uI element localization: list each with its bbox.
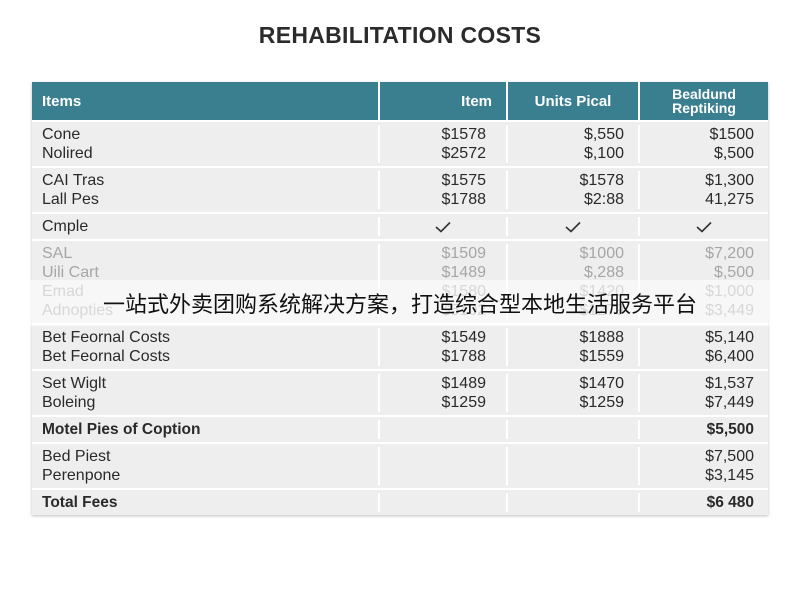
row-value: $5,500 [706,420,754,438]
check-icon [640,217,768,236]
header-last-line1: Bealdund [672,86,736,102]
header-last: Bealdund Reptiking [640,82,768,120]
row-value: $2:88 [508,190,640,209]
page-title: REHABILITATION COSTS [258,22,542,48]
row-value: $1559 [508,347,640,366]
row-value: $1489 [380,263,508,282]
row-label: Bet Feornal Costs [32,347,380,366]
row-value: $7,449 [705,393,754,411]
row-group: CAI Tras $1575 $1578 $1,300 Lall Pes $1788 $2:… [32,166,768,212]
row-group: Cone $1578 $,550 $1500 Nolired $2572 $,100 $,50… [32,120,768,166]
row-label: Lall Pes [32,190,380,209]
row-label: CAI Tras [32,171,380,190]
row-value [508,466,640,485]
table-row: Lall Pes $1788 $2:88 41,275 [32,190,768,209]
table-row: Bed Piest $7,500 [32,447,768,466]
row-value: $1259 [380,393,508,412]
overlay-banner: 一站式外卖团购系统解决方案，打造综合型本地生活服务平台 [0,280,800,326]
row-value: $1888 [508,328,640,347]
table-row: Bet Feornal Costs $1549 $1888 $5,140 [32,328,768,347]
row-group: Set Wiglt $1489 $1470 $1,537 Boleing $1259 $12… [32,369,768,415]
row-value: $1549 [380,328,508,347]
row-label: Bet Feornal Costs [32,328,380,347]
row-value: $6 480 [706,493,754,511]
header-items: Items [32,82,380,120]
row-label: Cmple [32,217,380,236]
row-value: $7,200 [705,244,754,262]
table-row: SAL $1509 $1000 $7,200 [32,244,768,263]
table-row: Perenpone $3,145 [32,466,768,485]
table-row: CAI Tras $1575 $1578 $1,300 [32,171,768,190]
row-label: Nolired [32,144,380,163]
row-value: $1788 [380,190,508,209]
row-group: Motel Pies of Coption $5,500 [32,415,768,442]
header-last-line2: Reptiking [672,100,736,116]
row-value [380,420,508,439]
row-value: $1578 [380,125,508,144]
table-row: Bet Feornal Costs $1788 $1559 $6,400 [32,347,768,366]
row-value: $1489 [380,374,508,393]
check-icon [508,217,640,236]
row-value: $1788 [380,347,508,366]
table-row: Set Wiglt $1489 $1470 $1,537 [32,374,768,393]
row-value [380,466,508,485]
row-value: $1000 [508,244,640,263]
row-value: $7,500 [705,447,754,465]
row-value [508,420,640,439]
table-row: Boleing $1259 $1259 $7,449 [32,393,768,412]
row-value: $,550 [508,125,640,144]
row-label: Perenpone [32,466,380,485]
row-group: Total Fees $6 480 [32,488,768,515]
table-row: Motel Pies of Coption $5,500 [32,420,768,439]
row-value: $1,300 [705,171,754,189]
row-value: $1500 [709,125,755,143]
row-value: $,500 [713,263,754,281]
row-value: 41,275 [705,190,754,208]
row-value [508,493,640,512]
table-row: Cmple [32,217,768,236]
row-label: SAL [32,244,380,263]
row-group: Cmple [32,212,768,239]
row-label: Motel Pies of Coption [32,420,380,439]
header-units: Units Pical [508,82,640,120]
row-value: $5,140 [705,328,754,346]
row-value: $,500 [713,144,754,162]
table-row: Cone $1578 $,550 $1500 [32,125,768,144]
row-value: $3,145 [705,466,754,484]
row-label: Set Wiglt [32,374,380,393]
check-icon [380,217,508,236]
row-label: Total Fees [32,493,380,512]
row-group: Bet Feornal Costs $1549 $1888 $5,140 Bet Feo… [32,323,768,369]
row-value [380,493,508,512]
table-row: Nolired $2572 $,100 $,500 [32,144,768,163]
row-label: Uili Cart [32,263,380,282]
row-value: $1509 [380,244,508,263]
row-value: $2572 [380,144,508,163]
table-row: Uili Cart $1489 $,288 $,500 [32,263,768,282]
row-value [380,447,508,466]
row-value: $,288 [508,263,640,282]
row-value [508,447,640,466]
table-header: Items Item Units Pical Bealdund Reptikin… [32,82,768,120]
table-row: Total Fees $6 480 [32,493,768,512]
row-label: Cone [32,125,380,144]
row-value: $1,537 [705,374,754,392]
header-item: Item [380,82,508,120]
row-label: Bed Piest [32,447,380,466]
row-label: Boleing [32,393,380,412]
row-value: $,100 [508,144,640,163]
row-value: $1259 [508,393,640,412]
row-value: $1578 [508,171,640,190]
row-value: $1575 [380,171,508,190]
row-value: $1470 [508,374,640,393]
row-value: $6,400 [705,347,754,365]
row-group: Bed Piest $7,500 Perenpone $3,145 [32,442,768,488]
